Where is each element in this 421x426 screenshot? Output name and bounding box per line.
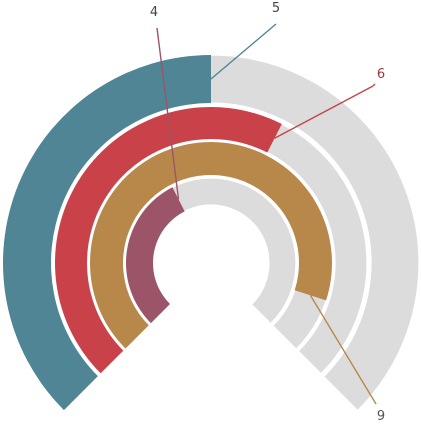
- value-labels: 5 6 9 4: [150, 1, 385, 424]
- leader-line-3: [156, 27, 180, 200]
- value-label-1: 6: [377, 67, 385, 82]
- leader-line-1: [274, 85, 374, 139]
- ring-bar-1: [55, 107, 282, 374]
- ring-bar-2: [89, 141, 333, 349]
- ring-bar-0: [2, 55, 212, 411]
- ring-separator-3-0: [152, 204, 270, 305]
- value-label-0: 5: [272, 1, 280, 16]
- ring-bar-3: [125, 187, 185, 324]
- value-label-3: 4: [150, 5, 158, 20]
- leader-tick-1: [372, 83, 376, 87]
- ring-bars: [2, 55, 333, 411]
- leader-line-2: [309, 294, 377, 405]
- value-label-2: 9: [377, 409, 385, 424]
- ring-separator-1-0: [86, 138, 336, 352]
- leader-line-0: [210, 23, 277, 80]
- label-leaders: [156, 23, 377, 405]
